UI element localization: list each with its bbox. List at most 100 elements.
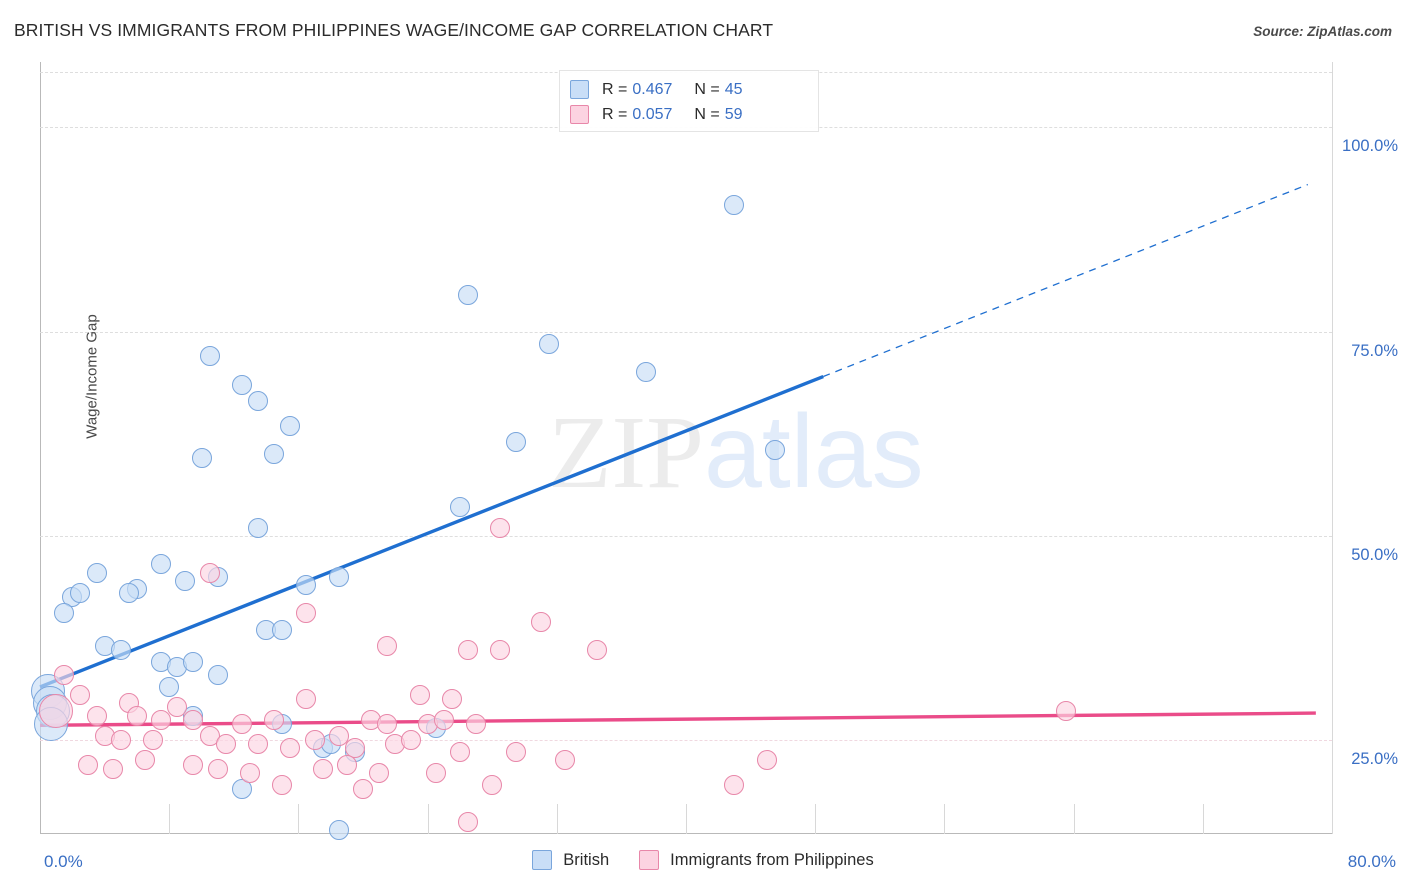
scatter-point-phil[interactable] xyxy=(199,562,220,583)
scatter-point-phil[interactable] xyxy=(401,730,422,751)
scatter-point-british[interactable] xyxy=(110,640,131,661)
scatter-point-phil[interactable] xyxy=(466,713,487,734)
scatter-point-phil[interactable] xyxy=(304,730,325,751)
scatter-point-phil[interactable] xyxy=(86,705,107,726)
scatter-point-british[interactable] xyxy=(506,431,527,452)
scatter-point-phil[interactable] xyxy=(183,709,204,730)
scatter-point-phil[interactable] xyxy=(425,762,446,783)
scatter-point-british[interactable] xyxy=(264,444,285,465)
scatter-point-british[interactable] xyxy=(159,676,180,697)
x-tick-10 xyxy=(1332,804,1333,834)
scatter-point-phil[interactable] xyxy=(441,689,462,710)
scatter-point-phil[interactable] xyxy=(296,689,317,710)
scatter-point-phil[interactable] xyxy=(167,697,188,718)
scatter-point-british[interactable] xyxy=(175,570,196,591)
stats-row-philippines: R = 0.057 N = 59 xyxy=(570,102,808,127)
scatter-point-phil[interactable] xyxy=(102,758,123,779)
scatter-point-british[interactable] xyxy=(764,440,785,461)
correlation-stats-box: R = 0.467 N = 45 R = 0.057 N = 59 xyxy=(559,70,819,132)
scatter-point-phil[interactable] xyxy=(126,705,147,726)
scatter-point-british[interactable] xyxy=(248,517,269,538)
x-tick-5 xyxy=(686,804,687,834)
scatter-point-british[interactable] xyxy=(231,374,252,395)
scatter-point-phil[interactable] xyxy=(151,709,172,730)
scatter-point-british[interactable] xyxy=(296,574,317,595)
page-title: BRITISH VS IMMIGRANTS FROM PHILIPPINES W… xyxy=(14,20,774,40)
scatter-point-phil[interactable] xyxy=(482,774,503,795)
scatter-point-phil[interactable] xyxy=(490,517,511,538)
scatter-point-phil[interactable] xyxy=(248,734,269,755)
scatter-point-british[interactable] xyxy=(272,619,293,640)
scatter-point-phil[interactable] xyxy=(296,603,317,624)
scatter-point-british[interactable] xyxy=(280,415,301,436)
scatter-point-british[interactable] xyxy=(118,583,139,603)
scatter-point-british[interactable] xyxy=(86,562,107,583)
scatter-point-phil[interactable] xyxy=(207,758,228,779)
scatter-point-british[interactable] xyxy=(207,664,228,685)
scatter-point-phil[interactable] xyxy=(231,713,252,734)
legend-item-british[interactable]: British xyxy=(532,850,609,870)
scatter-point-phil[interactable] xyxy=(409,685,430,706)
scatter-point-phil[interactable] xyxy=(587,640,608,661)
scatter-point-british[interactable] xyxy=(248,391,269,412)
scatter-point-phil[interactable] xyxy=(183,754,204,775)
scatter-point-british[interactable] xyxy=(328,566,349,587)
scatter-point-phil[interactable] xyxy=(264,709,285,730)
scatter-point-phil[interactable] xyxy=(134,750,155,771)
x-tick-4 xyxy=(556,804,558,834)
scatter-point-british[interactable] xyxy=(328,819,349,840)
scatter-point-phil[interactable] xyxy=(78,754,99,775)
scatter-point-phil[interactable] xyxy=(457,640,478,661)
y-tick-label-100: 100.0% xyxy=(1342,137,1398,156)
stats-n-value-philippines: 59 xyxy=(724,105,743,123)
scatter-point-phil[interactable] xyxy=(143,730,164,751)
stats-swatch-philippines xyxy=(570,105,589,124)
scatter-point-phil[interactable] xyxy=(70,685,91,706)
scatter-point-british[interactable] xyxy=(635,362,656,383)
scatter-point-british[interactable] xyxy=(457,284,478,305)
legend-item-philippines[interactable]: Immigrants from Philippines xyxy=(639,850,874,870)
scatter-point-phil[interactable] xyxy=(312,758,333,779)
scatter-point-british[interactable] xyxy=(199,346,220,367)
stats-n-label-philippines: N = xyxy=(694,105,720,123)
scatter-point-phil[interactable] xyxy=(280,738,301,759)
scatter-point-phil[interactable] xyxy=(215,734,236,755)
scatter-point-phil[interactable] xyxy=(554,750,575,771)
scatter-point-phil[interactable] xyxy=(344,738,365,759)
scatter-point-phil[interactable] xyxy=(54,664,75,685)
scatter-point-british[interactable] xyxy=(449,497,470,518)
x-tick-9 xyxy=(1202,804,1204,834)
stats-n-label-british: N = xyxy=(694,80,720,98)
scatter-point-british[interactable] xyxy=(538,333,559,354)
scatter-point-british[interactable] xyxy=(151,554,172,575)
scatter-point-british[interactable] xyxy=(191,448,212,469)
scatter-point-phil[interactable] xyxy=(530,611,551,632)
scatter-point-phil[interactable] xyxy=(39,694,74,729)
scatter-point-british[interactable] xyxy=(724,194,745,215)
scatter-point-phil[interactable] xyxy=(336,754,357,775)
stats-r-label-british: R = xyxy=(602,80,628,98)
scatter-point-phil[interactable] xyxy=(328,725,349,746)
scatter-point-phil[interactable] xyxy=(110,730,131,751)
scatter-point-phil[interactable] xyxy=(1055,701,1076,722)
scatter-point-phil[interactable] xyxy=(377,636,398,657)
scatter-point-phil[interactable] xyxy=(457,811,478,832)
x-tick-7 xyxy=(944,804,946,834)
legend-label-philippines: Immigrants from Philippines xyxy=(670,850,874,869)
scatter-point-phil[interactable] xyxy=(433,709,454,730)
scatter-point-phil[interactable] xyxy=(377,713,398,734)
scatter-point-phil[interactable] xyxy=(272,774,293,795)
scatter-point-phil[interactable] xyxy=(756,750,777,771)
scatter-point-phil[interactable] xyxy=(724,774,745,795)
scatter-point-phil[interactable] xyxy=(506,742,527,763)
scatter-point-british[interactable] xyxy=(183,652,204,673)
scatter-point-british[interactable] xyxy=(70,583,91,603)
scatter-point-phil[interactable] xyxy=(239,762,260,783)
scatter-point-phil[interactable] xyxy=(449,742,470,763)
scatter-point-phil[interactable] xyxy=(490,640,511,661)
stats-row-british: R = 0.467 N = 45 xyxy=(570,77,808,102)
scatter-point-phil[interactable] xyxy=(353,779,373,800)
scatter-point-british[interactable] xyxy=(54,603,75,624)
scatter-point-phil[interactable] xyxy=(369,762,390,783)
x-tick-1 xyxy=(169,804,171,834)
